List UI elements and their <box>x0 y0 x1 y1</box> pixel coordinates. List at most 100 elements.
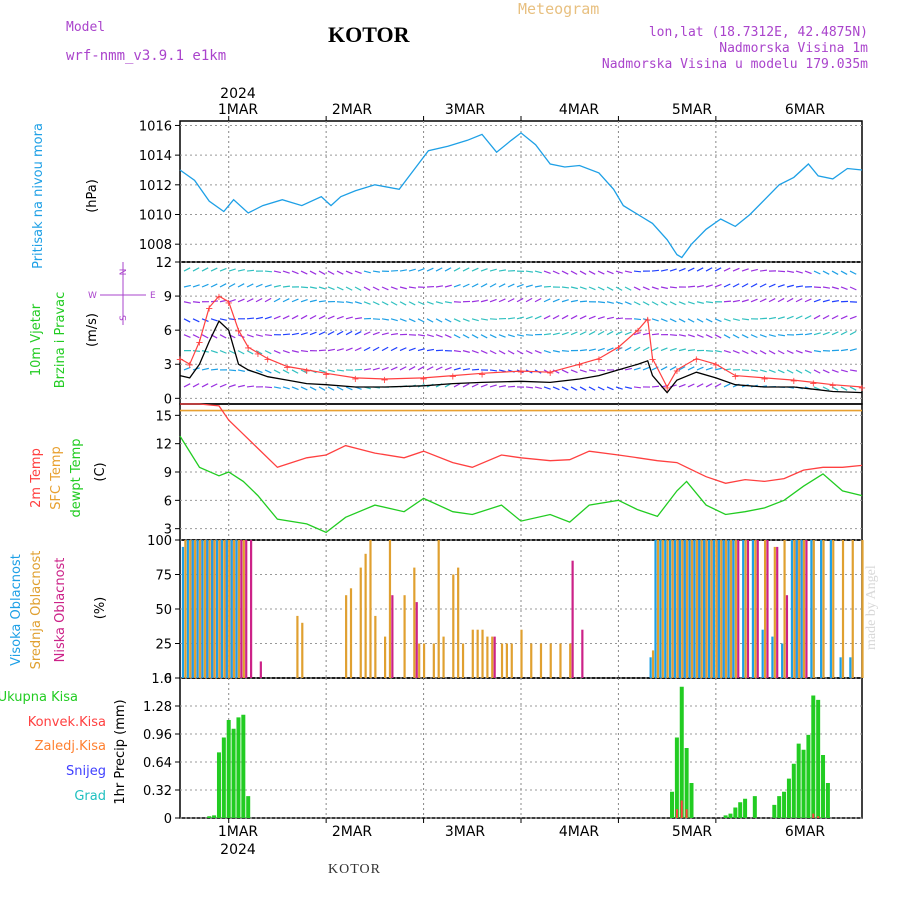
wind-arrow <box>795 315 803 320</box>
wind-arrow <box>741 299 749 303</box>
wind-arrow <box>264 316 272 320</box>
wind-arrow <box>489 318 498 320</box>
cloud-high-bar <box>771 636 774 678</box>
cloud-mid-bar <box>500 643 504 678</box>
precip-total-bar <box>791 763 796 818</box>
wind-arrow <box>840 348 849 352</box>
cloud-mid-bar <box>686 540 689 678</box>
cloud-mid-bar <box>223 540 226 678</box>
wind-arrow <box>255 297 263 303</box>
wind-arrow <box>453 383 461 388</box>
y-tick-label: 0 <box>164 812 172 827</box>
wind-arrow <box>696 284 704 288</box>
cloud-mid-bar <box>715 540 718 678</box>
wind-arrow <box>480 283 488 288</box>
y-tick-label: 6 <box>164 324 172 339</box>
precip-total-bar <box>811 695 816 818</box>
model-label: Model <box>66 20 106 35</box>
wind-arrow <box>228 369 237 372</box>
wind-arrow <box>390 333 399 336</box>
wind-arrow <box>714 283 722 288</box>
wind-arrow <box>579 270 587 275</box>
wind-arrow <box>399 318 407 322</box>
wind-arrow <box>399 269 407 272</box>
wind-arrow <box>363 270 371 274</box>
wind-arrow <box>696 334 704 338</box>
precip-total-bar <box>772 804 777 818</box>
cloud-mid-bar <box>369 540 372 678</box>
wind-arrow <box>651 346 659 352</box>
y-tick-label: 1.28 <box>143 700 172 715</box>
wind-arrow <box>300 270 308 275</box>
wind-arrow <box>786 284 794 288</box>
wind-gust-marker: + <box>380 375 388 386</box>
wind-arrow <box>606 286 614 291</box>
cloud-mid-bar <box>442 636 445 678</box>
wind-arrow <box>750 350 758 355</box>
wind-arrow <box>282 285 291 288</box>
precip-total-bar <box>674 737 679 818</box>
wind-arrow <box>813 369 821 374</box>
cloud-low-bar <box>785 595 789 678</box>
wind-arrow <box>408 347 416 352</box>
wind-arrow <box>309 299 317 303</box>
y-tick-label: 0 <box>164 392 172 407</box>
wind-gust-marker: + <box>283 363 291 374</box>
cloud-mid-bar <box>530 643 533 678</box>
dewpt-ylabel: dewpt Temp <box>69 438 84 517</box>
cloud-mid-bar <box>676 540 679 678</box>
wind-arrow <box>372 367 380 371</box>
cloud-mid-bar <box>476 629 479 678</box>
wind-arrow <box>354 331 362 336</box>
wind-arrow <box>264 297 272 303</box>
wind-arrow <box>309 314 317 320</box>
wind-arrow <box>552 314 560 320</box>
wind-arrow <box>309 386 317 391</box>
cloud-mid-bar <box>690 540 694 678</box>
wind-arrow <box>552 369 560 374</box>
wind-arrow <box>417 318 425 323</box>
pressure-series <box>179 132 863 259</box>
cloud-high-bar <box>196 540 199 678</box>
cloud-high-bar <box>225 540 228 678</box>
wind-arrow <box>264 350 272 355</box>
wind-arrow <box>318 286 326 290</box>
wind-arrow <box>597 316 605 320</box>
top-day-label: 2MAR <box>332 102 373 118</box>
cloud-mid-bar <box>486 636 489 678</box>
wind-arrow <box>471 300 480 303</box>
wind-arrow <box>633 386 642 389</box>
cloud-high-bar <box>698 540 701 678</box>
wind-arrow <box>840 386 848 391</box>
cloud-low-bar <box>746 540 750 678</box>
wind-arrow <box>588 386 596 391</box>
wind-arrow <box>651 301 659 306</box>
wind-arrow <box>579 369 587 373</box>
wind-gust-marker: + <box>302 366 310 377</box>
wind-arrow <box>336 330 344 336</box>
cloud-mid-bar <box>569 643 572 678</box>
wind-arrow <box>813 350 822 353</box>
wind-arrow <box>831 300 840 303</box>
wind-arrow <box>678 334 686 337</box>
wind-arrow <box>642 366 650 371</box>
wind-arrow <box>336 315 344 320</box>
wind-arrow <box>282 298 290 303</box>
wind-arrow <box>786 315 794 320</box>
cloud-mid-bar <box>539 643 543 678</box>
wind-arrow <box>777 369 785 374</box>
wind-arrow <box>183 366 191 371</box>
wind-arrow <box>759 298 767 303</box>
wind-arrow <box>408 268 416 272</box>
cloud-high-ylabel: Visoka Oblacnost <box>9 554 24 666</box>
wind-arrow <box>264 334 273 337</box>
compass-legend: N S W E <box>88 262 156 325</box>
cloud-low-bar <box>756 540 759 678</box>
wind-arrow <box>489 369 498 372</box>
wind-arrow <box>480 268 488 272</box>
wind-arrow <box>363 286 371 291</box>
wind-arrow <box>498 283 506 288</box>
wind-arrow <box>678 318 686 323</box>
wind-arrow <box>768 369 776 373</box>
